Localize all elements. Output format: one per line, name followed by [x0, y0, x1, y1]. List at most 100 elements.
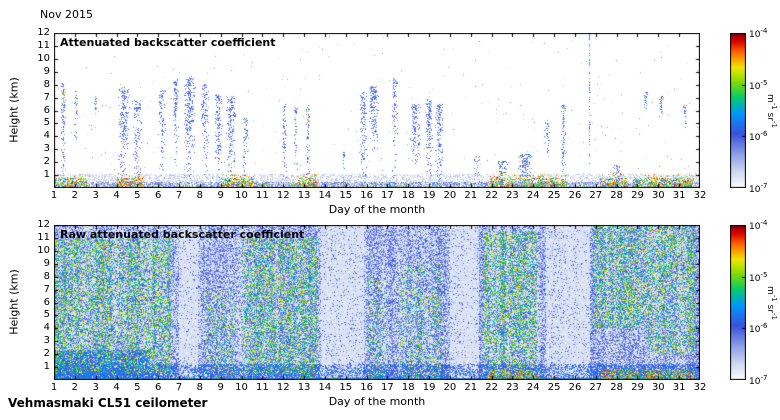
colorbar-tick-label: 10-5	[749, 270, 768, 284]
x-tick-label: 25	[547, 190, 561, 201]
x-tick-label: 20	[443, 382, 457, 393]
y-tick-label: 6	[43, 296, 50, 308]
panel-attenuated-backscatter: Height (km) 1 2 3 4 5 6 7 8 9 10 11 12 Attenuated b…	[0, 27, 780, 220]
y-tick-label: 12	[37, 27, 50, 38]
x-tick-label: 7	[175, 190, 183, 201]
y-tick-label: 8	[43, 78, 50, 90]
x-tick-labels: 1 2 3 4 5 6 7 8 9 10 11 12 13 14 15 16 17 18 19 20 21 22 23 24 2…	[51, 190, 707, 202]
x-tick-label: 16	[360, 382, 373, 393]
heatmap-canvas-attenuated	[54, 33, 700, 188]
colorbar-tick-label: 10-7	[749, 374, 768, 387]
x-tick-label: 2	[71, 190, 79, 201]
x-tick-label: 32	[693, 382, 707, 393]
x-tick-label: 4	[113, 190, 120, 201]
x-tick-label: 1	[50, 382, 58, 393]
y-tick-label: 11	[37, 231, 50, 243]
x-tick-label: 22	[485, 190, 498, 201]
x-tick-label: 13	[297, 382, 311, 393]
x-tick-label: 21	[464, 190, 478, 201]
y-tick-label: 5	[43, 309, 50, 321]
colorbar-tick-label: 10-7	[749, 182, 768, 195]
y-tick-label: 7	[43, 91, 50, 103]
x-tick-label: 28	[610, 190, 623, 201]
x-tick-label: 6	[155, 382, 162, 393]
colorbar-tick-label: 10-6	[749, 322, 768, 336]
station-label: Vehmasmaki CL51 ceilometer	[8, 396, 208, 410]
y-tick-label: 6	[43, 104, 50, 116]
x-tick-label: 9	[217, 382, 224, 393]
y-tick-label: 3	[43, 335, 50, 347]
x-tick-label: 4	[113, 382, 120, 393]
x-tick-label: 9	[217, 190, 224, 201]
x-tick-label: 5	[134, 382, 141, 393]
y-tick-label: 5	[43, 117, 50, 129]
y-tick-label: 3	[43, 143, 50, 155]
x-tick-label: 26	[568, 382, 582, 393]
x-tick-label: 28	[610, 382, 623, 393]
x-tick-label: 23	[506, 382, 519, 393]
x-tick-label: 13	[297, 190, 311, 201]
x-tick-label: 15	[339, 382, 353, 393]
y-tick-labels: 1 2 3 4 5 6 7 8 9 10 11 12	[22, 27, 50, 188]
x-tick-label: 18	[401, 382, 415, 393]
x-tick-label: 7	[175, 382, 183, 393]
colorbar-tick-labels: 10-4 10-5 10-6 10-7	[749, 27, 779, 195]
y-axis-label: Height (km)	[7, 269, 21, 335]
panel-title: Raw attenuated backscatter coefficient	[60, 228, 305, 241]
y-tick-label: 10	[37, 244, 50, 256]
y-tick-label: 1	[43, 361, 50, 373]
x-tick-label: 10	[235, 382, 248, 393]
y-tick-label: 10	[37, 52, 50, 64]
x-tick-label: 14	[318, 190, 332, 201]
colorbar-tick-label: 10-4	[749, 27, 768, 40]
y-tick-label: 2	[43, 156, 50, 168]
x-tick-label: 11	[256, 382, 269, 393]
x-axis-label: Day of the month	[328, 203, 426, 216]
x-tick-label: 2	[71, 382, 79, 393]
x-tick-label: 16	[360, 190, 373, 201]
x-tick-label: 11	[256, 190, 269, 201]
x-tick-label: 32	[693, 190, 707, 201]
x-tick-label: 12	[276, 382, 290, 393]
colorbar-tick-label: 10-5	[749, 78, 768, 92]
y-tick-label: 8	[43, 270, 50, 282]
x-tick-label: 25	[547, 382, 561, 393]
x-tick-label: 29	[631, 382, 644, 393]
heatmap-canvas-raw	[54, 225, 700, 380]
y-tick-label: 9	[43, 257, 50, 269]
colorbar-unit-label: m-1 sr-1	[765, 286, 778, 320]
y-tick-label: 2	[43, 348, 50, 360]
colorbar-tick-label: 10-4	[749, 219, 768, 232]
x-tick-label: 3	[92, 382, 99, 393]
y-axis-label: Height (km)	[7, 77, 21, 143]
colorbar-tick-labels: 10-4 10-5 10-6 10-7	[749, 219, 779, 387]
x-tick-label: 30	[651, 382, 665, 393]
y-tick-label: 1	[43, 169, 50, 181]
x-tick-labels: 1 2 3 4 5 6 7 8 9 10 11 12 13 14 15 16 17 18 19 20 21 22 23 24 2…	[51, 382, 707, 394]
x-tick-label: 10	[235, 190, 248, 201]
x-tick-label: 17	[381, 382, 394, 393]
x-tick-label: 19	[422, 190, 436, 201]
x-tick-label: 14	[318, 382, 332, 393]
x-axis-label: Day of the month	[328, 395, 426, 408]
x-tick-label: 6	[155, 190, 162, 201]
x-tick-label: 21	[464, 382, 478, 393]
y-tick-label: 7	[43, 283, 50, 295]
x-tick-label: 22	[485, 382, 498, 393]
x-tick-label: 24	[526, 190, 540, 201]
colorbar-attenuated	[730, 33, 746, 188]
x-tick-label: 15	[339, 190, 353, 201]
x-tick-label: 31	[672, 190, 686, 201]
colorbar-tick-label: 10-6	[749, 130, 768, 144]
y-tick-labels: 1 2 3 4 5 6 7 8 9 10 11 12	[22, 219, 50, 380]
x-tick-label: 17	[381, 190, 394, 201]
x-tick-label: 1	[50, 190, 58, 201]
x-tick-label: 20	[443, 190, 457, 201]
x-tick-label: 27	[589, 382, 603, 393]
panel-raw-attenuated-backscatter: Height (km) 1 2 3 4 5 6 7 8 9 10 11 12 Raw attenuat…	[0, 219, 780, 412]
y-tick-label: 9	[43, 65, 50, 77]
x-tick-label: 3	[92, 190, 99, 201]
colorbar-raw	[730, 225, 746, 380]
y-tick-label: 4	[43, 322, 50, 334]
